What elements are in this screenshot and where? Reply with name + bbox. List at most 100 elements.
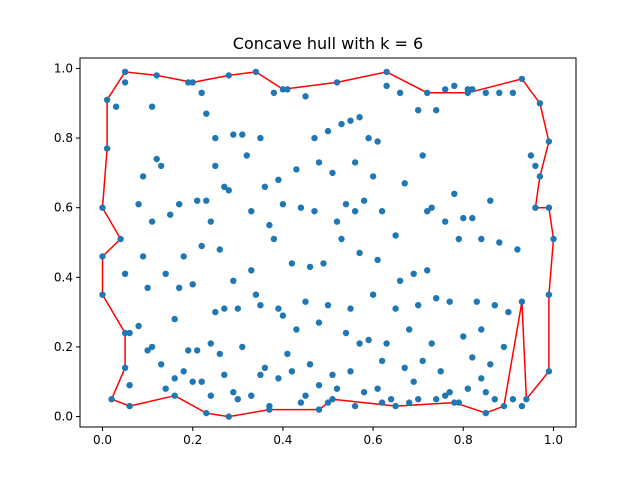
scatter-point xyxy=(275,305,282,312)
scatter-point xyxy=(347,117,354,124)
scatter-point xyxy=(198,242,205,250)
scatter-point xyxy=(126,329,133,337)
scatter-point xyxy=(216,246,223,253)
hull-line xyxy=(101,71,555,418)
scatter-point xyxy=(374,385,381,392)
scatter-point xyxy=(284,86,291,93)
scatter-point xyxy=(203,197,210,204)
scatter-point xyxy=(392,402,399,410)
scatter-point xyxy=(162,270,169,277)
scatter-point xyxy=(433,396,440,403)
scatter-point xyxy=(482,89,489,97)
scatter-point xyxy=(212,134,219,142)
scatter-point xyxy=(360,197,368,204)
scatter-point xyxy=(180,368,187,375)
y-tick-label: 0.6 xyxy=(54,201,73,215)
scatter-point xyxy=(419,357,426,365)
scatter-point xyxy=(198,89,205,97)
scatter-point xyxy=(324,399,332,406)
scatter-point xyxy=(297,399,305,406)
scatter-point xyxy=(212,308,219,316)
scatter-point xyxy=(212,162,219,170)
scatter-point xyxy=(139,253,147,260)
scatter-point xyxy=(207,340,214,347)
scatter-point xyxy=(185,347,192,354)
scatter-point xyxy=(194,347,201,354)
scatter-point xyxy=(288,260,296,267)
scatter-point xyxy=(248,267,255,274)
scatter-point xyxy=(171,315,178,323)
scatter-point xyxy=(239,131,246,138)
scatter-point xyxy=(266,221,273,229)
x-tick-label: 0.4 xyxy=(273,433,292,447)
scatter-point xyxy=(112,103,120,110)
scatter-point xyxy=(351,159,359,166)
scatter-point xyxy=(523,396,530,403)
scatter-point xyxy=(252,68,260,76)
scatter-point xyxy=(338,235,345,243)
scatter-point xyxy=(518,298,526,305)
scatter-point xyxy=(473,298,480,305)
scatter-point xyxy=(121,68,129,76)
scatter-point xyxy=(460,333,467,340)
scatter-point xyxy=(545,368,553,375)
scatter-point xyxy=(378,357,386,365)
scatter-point xyxy=(509,89,517,97)
scatter-point xyxy=(401,364,408,371)
scatter-point xyxy=(117,235,124,243)
scatter-point xyxy=(99,204,106,211)
scatter-point xyxy=(545,291,553,298)
scatter-point xyxy=(333,385,341,392)
scatter-point xyxy=(342,201,350,208)
scatter-point xyxy=(478,375,485,382)
scatter-point xyxy=(99,291,106,298)
scatter-point xyxy=(324,127,332,135)
scatter-point xyxy=(216,350,223,358)
chart-title: Concave hull with k = 6 xyxy=(233,34,423,53)
scatter-point xyxy=(315,406,323,413)
scatter-point xyxy=(148,218,156,225)
scatter-point xyxy=(406,326,413,333)
scatter-point xyxy=(261,183,269,190)
scatter-point xyxy=(234,396,241,403)
scatter-point xyxy=(433,107,440,114)
scatter-point xyxy=(406,399,413,406)
scatter-point xyxy=(518,75,526,83)
scatter-point xyxy=(261,364,269,371)
scatter-point xyxy=(392,232,399,239)
scatter-point xyxy=(270,89,278,97)
scatter-point xyxy=(442,392,449,399)
scatter-point xyxy=(171,375,178,382)
scatter-point xyxy=(257,302,264,309)
scatter-point xyxy=(500,343,508,351)
scatter-point xyxy=(500,402,508,410)
x-tick-label: 0.2 xyxy=(183,433,202,447)
scatter-point xyxy=(369,173,377,180)
scatter-point xyxy=(387,396,395,403)
scatter-point xyxy=(221,183,228,190)
scatter-point xyxy=(442,218,449,225)
scatter-point xyxy=(279,312,287,319)
scatter-point xyxy=(230,389,237,396)
scatter-point xyxy=(103,96,111,104)
scatter-point xyxy=(311,134,318,142)
axes-frame xyxy=(79,57,577,428)
scatter-point xyxy=(446,389,453,396)
scatter-point xyxy=(347,305,354,312)
scatter-point xyxy=(482,389,489,396)
scatter-point xyxy=(297,204,305,211)
scatter-point xyxy=(275,375,282,382)
scatter-point xyxy=(424,208,431,215)
scatter-point xyxy=(482,409,489,417)
plot-area xyxy=(79,57,577,428)
scatter-point xyxy=(365,134,372,142)
scatter-point xyxy=(135,201,142,208)
scatter-point xyxy=(374,256,381,264)
scatter-point xyxy=(424,267,431,274)
scatter-point xyxy=(121,364,129,371)
scatter-point xyxy=(545,138,553,145)
y-axis: 0.0 0.2 0.4 0.6 0.8 1.0 xyxy=(54,61,80,424)
x-axis: 0.0 0.2 0.4 0.6 0.8 1.0 xyxy=(93,427,563,447)
scatter-point xyxy=(383,82,390,90)
scatter-point xyxy=(293,326,300,333)
